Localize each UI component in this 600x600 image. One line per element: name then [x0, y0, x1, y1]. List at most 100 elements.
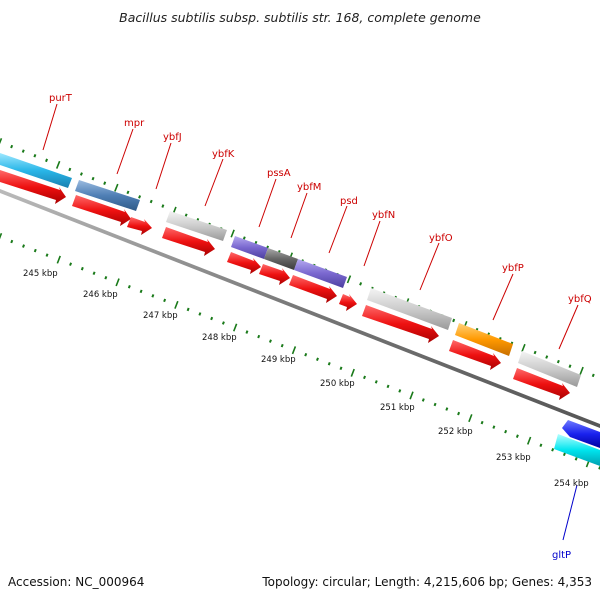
- gene-label-pssA[interactable]: pssA: [267, 168, 291, 179]
- upper-tick: [545, 355, 549, 359]
- upper-tick: [45, 158, 49, 163]
- cds-arrow-purT[interactable]: [0, 170, 66, 204]
- lower-tick: [445, 407, 449, 411]
- lower-tick: [480, 420, 484, 425]
- lower-tick: [291, 346, 297, 355]
- lower-tick: [551, 448, 555, 452]
- kbp-label-249: 249 kbp: [261, 355, 296, 365]
- gene-label-psd[interactable]: psd: [340, 196, 358, 207]
- cds-arrow-ybfQ[interactable]: [513, 368, 570, 400]
- cds-arrow-ybfM2[interactable]: [289, 275, 337, 303]
- kbp-label-252: 252 kbp: [438, 427, 473, 437]
- upper-tick: [0, 137, 3, 145]
- lower-tick: [316, 357, 319, 361]
- gene-label-ybfM[interactable]: ybfM: [297, 182, 321, 193]
- lower-tick: [22, 244, 25, 248]
- upper-tick: [79, 172, 83, 176]
- lower-tick: [468, 414, 473, 423]
- lower-tick: [421, 398, 425, 402]
- map-title: Bacillus subtilis subsp. subtilis str. 1…: [119, 10, 481, 25]
- lower-tick: [574, 457, 578, 461]
- feature-ybfO[interactable]: [367, 288, 452, 330]
- gene-label-ybfJ[interactable]: ybfJ: [163, 132, 182, 143]
- upper-tick: [346, 275, 352, 284]
- lower-tick: [69, 262, 73, 266]
- lower-tick: [350, 368, 355, 377]
- upper-tick: [103, 181, 107, 185]
- cds-arrow-psd[interactable]: [339, 294, 357, 311]
- genome-backbone: [0, 189, 600, 428]
- lower-tick: [210, 316, 214, 321]
- cds-arrows: [0, 170, 570, 400]
- kbp-label-251: 251 kbp: [380, 403, 415, 413]
- lower-tick: [562, 452, 566, 457]
- lower-tick: [245, 330, 249, 334]
- lower-tick: [327, 361, 331, 366]
- gene-labels: purT mpr ybfJ ybfK pssA ybfM psd ybfN yb…: [49, 93, 592, 561]
- upper-tick: [521, 343, 526, 352]
- upper-tick: [579, 366, 584, 375]
- gene-label-ybfK[interactable]: ybfK: [212, 149, 235, 160]
- upper-tick: [184, 213, 188, 217]
- lower-tick: [10, 239, 14, 244]
- upper-tick: [55, 160, 61, 169]
- cds-arrow-ybfM[interactable]: [259, 264, 290, 285]
- accession-text: Accession: NC_000964: [8, 575, 145, 589]
- gene-label-gltP[interactable]: gltP: [552, 550, 571, 561]
- lower-tick: [515, 434, 519, 438]
- lower-tick: [174, 300, 179, 309]
- cds-arrow-ybfK[interactable]: [162, 227, 215, 256]
- kbp-label-245: 245 kbp: [23, 269, 58, 279]
- feature-ybfK[interactable]: [166, 211, 227, 241]
- cds-arrow-mpr[interactable]: [72, 195, 131, 226]
- feature-ybfM[interactable]: [264, 248, 298, 270]
- lower-tick: [151, 294, 155, 298]
- lower-tick: [257, 334, 261, 339]
- gene-label-purT[interactable]: purT: [49, 93, 73, 104]
- upper-tick: [161, 204, 165, 208]
- gene-label-ybfQ[interactable]: ybfQ: [568, 294, 592, 305]
- kbp-scale: 245 kbp 246 kbp 247 kbp 248 kbp 249 kbp …: [23, 269, 589, 489]
- cds-arrow-ybfO[interactable]: [449, 340, 501, 370]
- gene-label-ybfN[interactable]: ybfN: [372, 210, 395, 221]
- gene-label-mpr[interactable]: mpr: [124, 118, 145, 129]
- kbp-label-250: 250 kbp: [320, 379, 355, 389]
- upper-tick: [114, 183, 119, 192]
- feature-gltP-blue[interactable]: [562, 420, 600, 448]
- feature-purT[interactable]: [0, 153, 72, 188]
- upper-tick: [33, 153, 37, 158]
- lower-tick: [363, 375, 366, 380]
- lower-tick: [0, 232, 3, 240]
- kbp-label-254: 254 kbp: [554, 479, 589, 489]
- upper-tick: [230, 229, 235, 238]
- cds-arrow-ybfJ[interactable]: [127, 217, 152, 235]
- lower-tick: [80, 266, 84, 271]
- feature-mpr[interactable]: [75, 180, 140, 211]
- lower-tick: [504, 429, 508, 434]
- callout-line-gltP: [562, 484, 578, 541]
- upper-tick: [126, 190, 130, 195]
- lower-tick: [280, 343, 284, 348]
- lower-tick: [433, 402, 437, 407]
- feature-gltP[interactable]: [554, 434, 600, 466]
- callout-lines: [42, 103, 579, 350]
- upper-tick: [359, 282, 363, 286]
- feature-psd[interactable]: [294, 259, 347, 288]
- feature-pssA[interactable]: [231, 236, 268, 259]
- lower-tick: [539, 443, 543, 448]
- upper-tick: [242, 236, 246, 240]
- lower-tick: [115, 278, 120, 287]
- cds-arrow-ybfN[interactable]: [362, 305, 439, 343]
- forward-features: [0, 153, 581, 387]
- feature-ybfQ[interactable]: [518, 351, 581, 387]
- gene-label-ybfP[interactable]: ybfP: [502, 263, 524, 274]
- lower-tick: [409, 391, 414, 400]
- feature-ybfP[interactable]: [455, 323, 513, 356]
- upper-tick: [138, 195, 142, 199]
- lower-tick: [398, 389, 402, 393]
- lower-tick: [127, 285, 131, 289]
- lower-tick: [45, 253, 49, 257]
- cds-arrow-pssA[interactable]: [227, 252, 261, 274]
- gene-label-ybfO[interactable]: ybfO: [429, 233, 453, 244]
